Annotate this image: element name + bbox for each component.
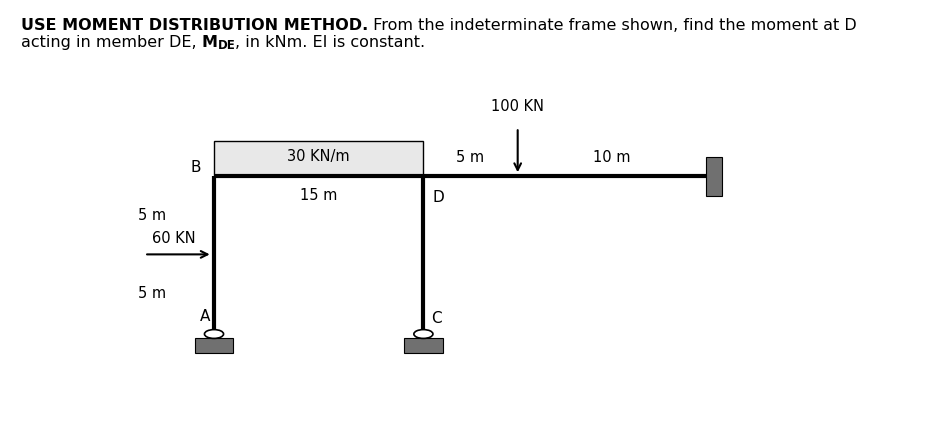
Text: A: A xyxy=(200,309,210,324)
Bar xyxy=(214,141,424,176)
Text: , in kNm. EI is constant.: , in kNm. EI is constant. xyxy=(235,35,426,50)
Text: 5 m: 5 m xyxy=(138,208,166,223)
Text: 100 KN: 100 KN xyxy=(491,99,544,114)
Text: 60 KN: 60 KN xyxy=(152,231,195,246)
Bar xyxy=(404,338,443,352)
Text: E: E xyxy=(710,166,720,181)
Circle shape xyxy=(414,330,433,338)
Text: USE MOMENT DISTRIBUTION METHOD.: USE MOMENT DISTRIBUTION METHOD. xyxy=(21,18,368,33)
Bar xyxy=(195,338,233,352)
Text: 5 m: 5 m xyxy=(138,286,166,301)
Text: D: D xyxy=(432,190,444,205)
Text: 10 m: 10 m xyxy=(593,150,630,165)
Text: 30 KN/m: 30 KN/m xyxy=(287,150,350,165)
Text: M: M xyxy=(202,35,218,50)
Text: acting in member DE,: acting in member DE, xyxy=(21,35,202,50)
Bar xyxy=(706,157,722,196)
Text: 15 m: 15 m xyxy=(300,187,337,202)
Text: From the indeterminate frame shown, find the moment at D: From the indeterminate frame shown, find… xyxy=(368,18,857,33)
Text: B: B xyxy=(191,160,201,175)
Text: DE: DE xyxy=(218,39,235,52)
Circle shape xyxy=(205,330,224,338)
Text: 5 m: 5 m xyxy=(457,150,484,165)
Text: C: C xyxy=(430,311,442,326)
